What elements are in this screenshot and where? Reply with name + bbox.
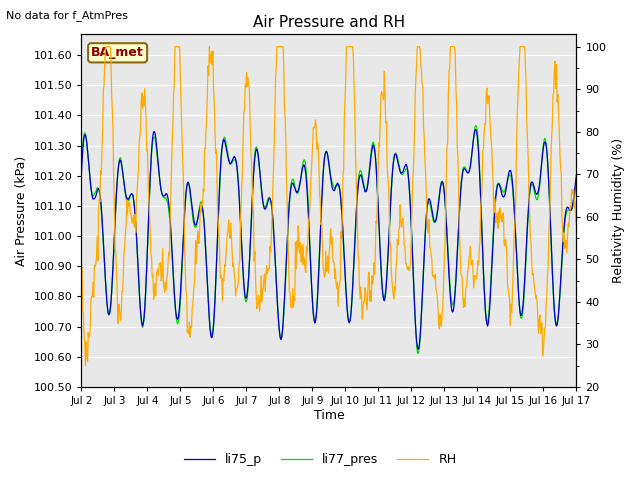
Line: RH: RH (81, 47, 577, 366)
li77_pres (403, 167, 411, 172)
li75_p (403, 164, 411, 169)
RH (189, 302, 196, 308)
li77_pres (214, 231, 221, 237)
RH (87, 297, 95, 303)
RH (77, 264, 85, 270)
li75_p (188, 200, 195, 205)
Text: BA_met: BA_met (92, 46, 144, 60)
RH (82, 363, 90, 369)
RH (404, 264, 412, 270)
Y-axis label: Air Pressure (kPa): Air Pressure (kPa) (15, 156, 28, 265)
Line: li75_p: li75_p (81, 130, 577, 349)
X-axis label: Time: Time (314, 409, 344, 422)
Y-axis label: Relativity Humidity (%): Relativity Humidity (%) (612, 138, 625, 283)
li77_pres (188, 203, 195, 209)
li75_p (388, 168, 396, 173)
RH (102, 44, 110, 49)
li75_p (573, 171, 580, 177)
li77_pres (388, 169, 396, 175)
Text: No data for f_AtmPres: No data for f_AtmPres (6, 10, 129, 21)
li77_pres (86, 179, 94, 185)
Title: Air Pressure and RH: Air Pressure and RH (253, 15, 405, 30)
li77_pres (573, 178, 580, 184)
li75_p (414, 347, 422, 352)
RH (215, 234, 223, 240)
li75_p (214, 228, 221, 234)
RH (390, 296, 398, 301)
Line: li77_pres: li77_pres (81, 125, 577, 354)
li77_pres (472, 122, 480, 128)
li75_p (138, 316, 145, 322)
li75_p (86, 179, 94, 184)
Legend: li75_p, li77_pres, RH: li75_p, li77_pres, RH (179, 448, 461, 471)
li77_pres (77, 166, 85, 171)
li75_p (471, 127, 479, 132)
RH (573, 223, 580, 228)
li77_pres (138, 318, 145, 324)
li75_p (77, 172, 85, 178)
li77_pres (414, 351, 422, 357)
RH (139, 105, 147, 111)
